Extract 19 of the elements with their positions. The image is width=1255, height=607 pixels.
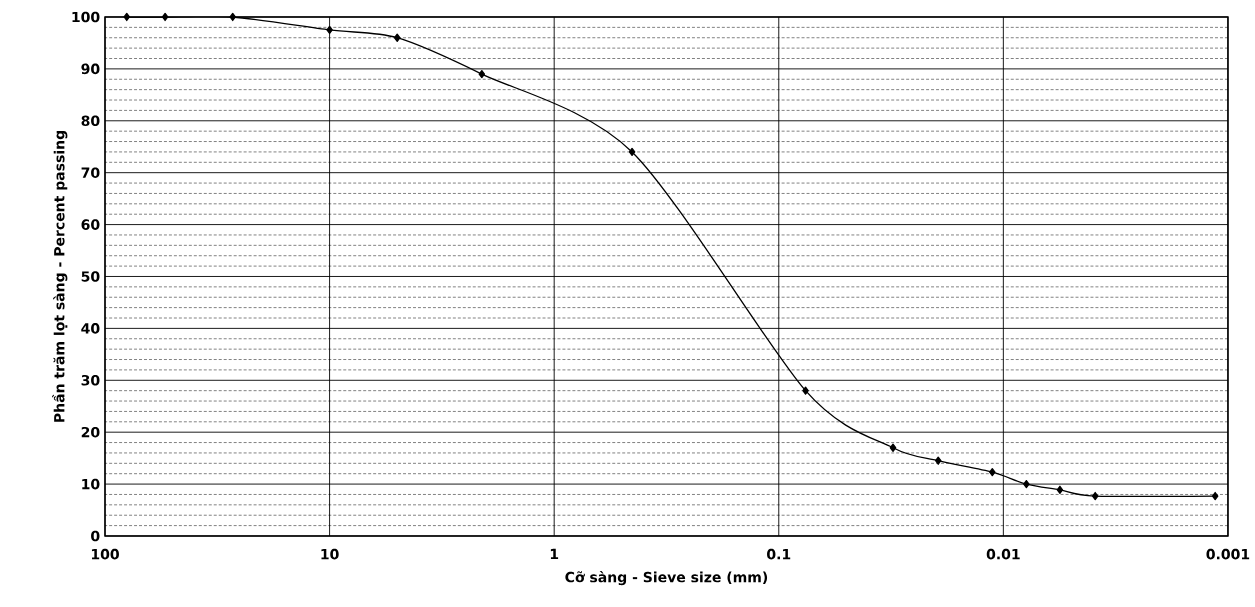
x-tick-label: 0.1 xyxy=(767,548,791,560)
y-tick-label: 20 xyxy=(81,426,100,438)
y-tick-label: 30 xyxy=(81,374,100,386)
x-axis-title: Cỡ sàng - Sieve size (mm) xyxy=(565,570,768,586)
y-axis-title: Phần trăm lọt sàng - Percent passing xyxy=(52,131,68,422)
y-tick-label: 40 xyxy=(81,323,100,334)
y-tick-label: 90 xyxy=(81,63,100,75)
y-tick-label: 100 xyxy=(72,11,100,23)
x-tick-label: 0.01 xyxy=(986,548,1020,560)
x-tick-label: 0.001 xyxy=(1206,548,1250,560)
y-tick-label: 70 xyxy=(81,167,100,178)
y-tick-label: 60 xyxy=(81,219,100,230)
y-tick-label: 0 xyxy=(91,530,100,542)
y-tick-label: 10 xyxy=(82,478,100,490)
y-tick-label: 80 xyxy=(81,115,100,127)
x-tick-label: 1 xyxy=(550,548,559,560)
x-tick-label: 10 xyxy=(321,548,339,560)
x-tick-label: 100 xyxy=(91,548,119,560)
y-tick-label: 50 xyxy=(81,271,100,282)
